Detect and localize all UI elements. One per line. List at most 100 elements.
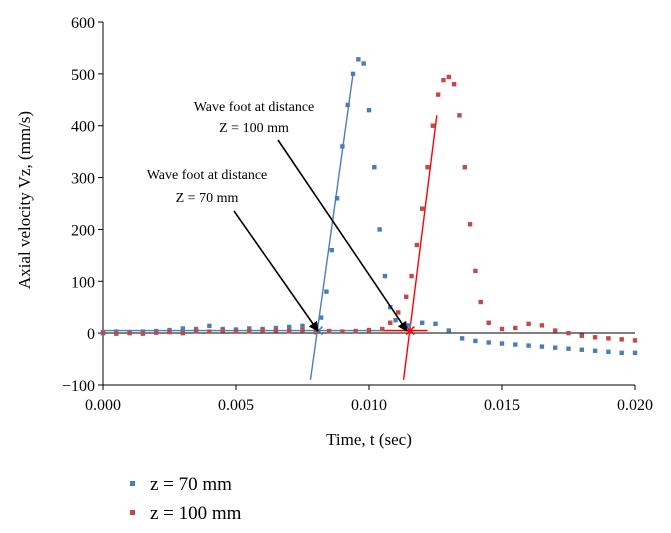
legend-swatch-z100 (130, 510, 135, 515)
data-point (247, 326, 252, 331)
data-point (127, 330, 132, 336)
data-point (433, 321, 438, 327)
data-point (592, 335, 598, 340)
data-series (100, 57, 638, 356)
data-point (420, 320, 425, 325)
data-point (220, 328, 225, 333)
annotation-z70-line2: Z = 70 mm (176, 191, 239, 206)
data-point (167, 329, 172, 335)
y-axis-title: Axial velocity Vz, (mm/s) (15, 111, 34, 289)
data-point (140, 331, 146, 336)
data-point (457, 113, 462, 118)
annotation-z70: Wave foot at distance Z = 70 mm (147, 168, 319, 332)
data-point (326, 328, 332, 334)
y-tick-label: 300 (71, 171, 95, 188)
x-tick-label: 0.010 (351, 397, 387, 414)
annotation-z100-line1: Wave foot at distance (194, 100, 315, 115)
data-point (324, 289, 329, 294)
data-point (459, 336, 465, 341)
data-point (566, 330, 571, 336)
data-point (287, 328, 292, 334)
data-point (340, 144, 345, 149)
data-point (334, 196, 340, 201)
x-tick-label: 0.020 (617, 397, 653, 414)
data-point (406, 323, 412, 328)
data-point (513, 342, 518, 347)
data-point (425, 165, 430, 170)
annotation-z70-arrow (233, 210, 319, 332)
data-point (435, 92, 441, 97)
data-point (100, 330, 106, 336)
fit-line (402, 115, 438, 380)
data-point (446, 74, 451, 80)
data-point (318, 315, 324, 320)
data-point (287, 324, 292, 330)
fit-line (309, 73, 354, 380)
data-point (377, 227, 382, 232)
data-point (526, 343, 531, 348)
data-point (396, 310, 401, 315)
data-point (499, 326, 505, 332)
series-0 (100, 57, 638, 356)
data-point (478, 299, 483, 305)
legend-label-z70: z = 70 mm (150, 474, 232, 495)
data-point (388, 320, 393, 325)
data-point (526, 321, 531, 327)
data-point (619, 337, 624, 342)
x-tick-label: 0.015 (484, 397, 520, 414)
data-point (539, 323, 545, 328)
annotation-z100: Wave foot at distance Z = 100 mm (194, 100, 408, 332)
data-point (273, 325, 279, 331)
data-point (473, 268, 478, 274)
y-tick-label: 500 (71, 67, 95, 84)
data-point (462, 165, 467, 170)
data-point (420, 206, 425, 211)
data-point (619, 350, 624, 356)
data-point (632, 338, 638, 343)
data-point (350, 71, 356, 77)
data-point (486, 320, 491, 325)
data-point (207, 323, 212, 329)
y-tick-label: 600 (71, 15, 95, 32)
series-1 (100, 74, 638, 343)
data-point (300, 323, 305, 329)
data-point (446, 328, 451, 333)
data-point (300, 327, 305, 333)
data-point (114, 331, 119, 336)
data-point (404, 294, 409, 300)
data-point (233, 329, 239, 334)
data-point (382, 273, 388, 279)
data-point (499, 341, 505, 346)
annotation-z100-line2: Z = 100 mm (219, 121, 289, 136)
data-point (606, 336, 611, 341)
x-axis-title: Time, t (sec) (326, 430, 412, 449)
data-point (486, 340, 491, 345)
x-tick-label: 0.000 (85, 397, 121, 414)
data-point (414, 242, 420, 248)
data-point (273, 328, 279, 333)
data-point (260, 327, 265, 333)
annotation-z100-arrow (277, 139, 408, 332)
legend-item-z100: z = 100 mm (130, 503, 242, 524)
data-point (513, 325, 518, 331)
data-point (592, 348, 598, 353)
data-point (193, 328, 199, 334)
data-point (467, 222, 473, 227)
data-point (566, 346, 571, 351)
x-ticks: 0.000 0.005 0.010 0.015 0.020 (85, 385, 653, 414)
y-tick-label: 0 (87, 326, 95, 343)
wave-foot-mark (405, 325, 415, 336)
data-point (441, 77, 446, 83)
data-point (393, 317, 398, 323)
legend-swatch-z70 (130, 481, 135, 486)
data-point (340, 329, 345, 334)
x-tick-label: 0.005 (218, 397, 254, 414)
legend: z = 70 mm z = 100 mm (130, 474, 242, 524)
data-point (356, 57, 361, 62)
data-point (353, 328, 358, 334)
data-point (409, 273, 414, 279)
data-point (579, 347, 584, 352)
data-point (345, 102, 350, 108)
data-point (247, 328, 252, 334)
y-tick-label: 400 (71, 119, 95, 136)
